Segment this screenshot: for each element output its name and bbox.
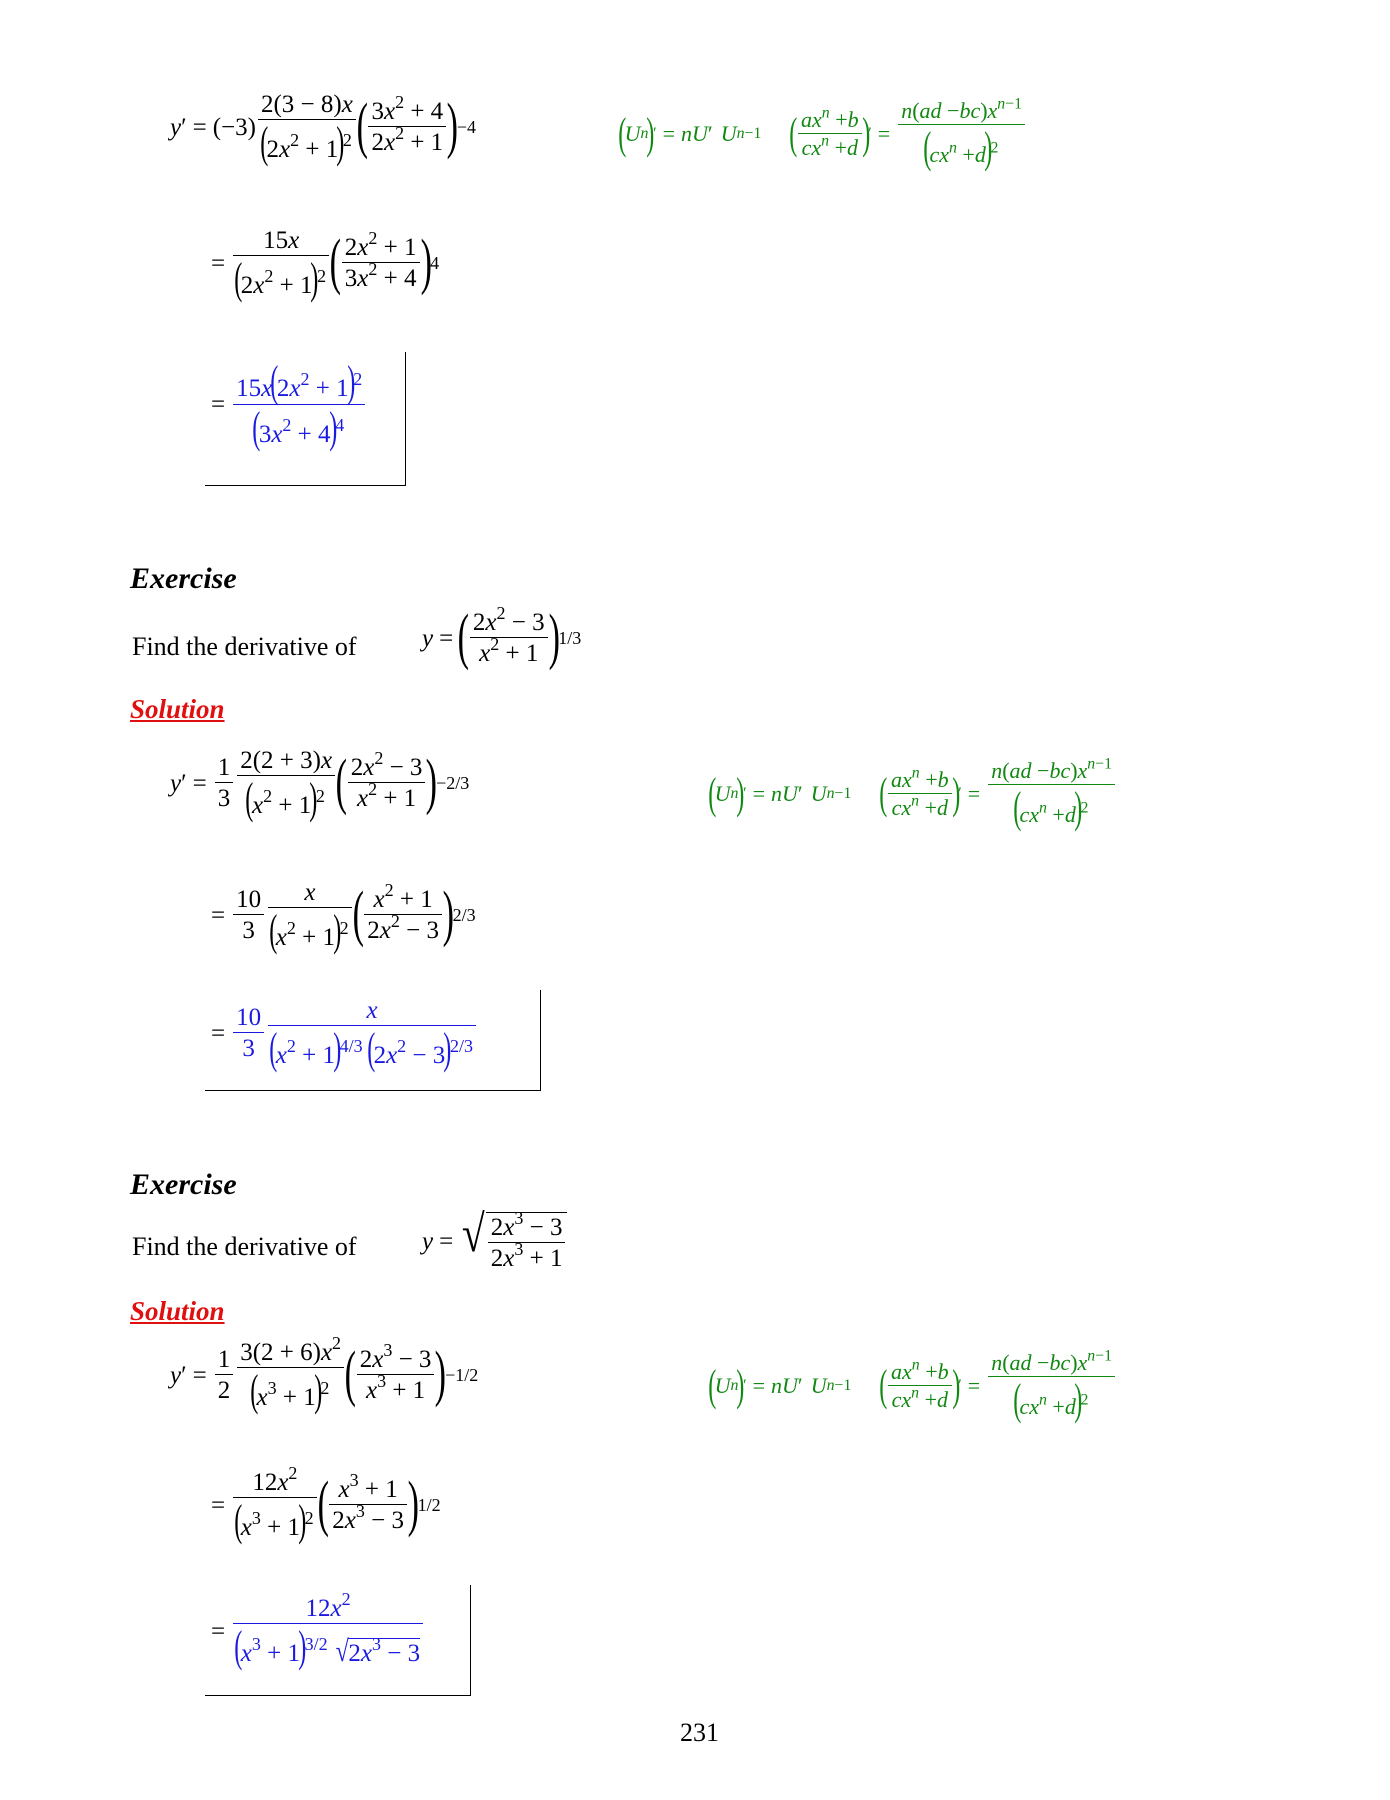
p1-answer-box [205,352,406,486]
p2-step2: = 10 3 x (x2 + 1)2 ( x2 + 1 2x2 − 3 ) 2/3 [211,879,476,955]
p1-step2: = 15x (2x2 + 1)2 ( 2x2 + 1 3x2 + 4 ) 4 [211,227,440,303]
exercise-heading-3: Exercise [130,1168,237,1201]
solution-label-3: Solution [130,1296,225,1326]
exercise-heading-2: Exercise [130,562,237,595]
p3-function: y = √ 2x3 − 3 2x3 + 1 [422,1209,568,1271]
p3-step2: = 12x2 (x3 + 1)2 ( x3 + 1 2x3 − 3 ) 1/2 [211,1463,441,1545]
p1-step1: y ′ = (−3) 2(3 − 8)x (2x2 + 1)2 ( 3x2 + 4 … [170,91,476,167]
page-number: 231 [680,1718,719,1747]
find-text-3: Find the derivative of [132,1232,357,1261]
solution-label-2: Solution [130,694,225,724]
p3-answer-box [205,1585,471,1696]
p2-function: y = ( 2x2 − 3 x2 + 1 ) 1/3 [422,603,582,672]
find-text-2: Find the derivative of [132,632,357,661]
p1-answer: = 15x(2x2 + 1)2 (3x2 + 4)4 [205,360,367,449]
p2-answer: = 10 3 x (x2 + 1)4/3 (2x2 − 3)2/3 [205,998,478,1070]
p2-answer-box [205,990,541,1091]
p3-answer: = 12x2 (x3 + 1)3/2 √ 2x3 − 3 [205,1590,425,1668]
